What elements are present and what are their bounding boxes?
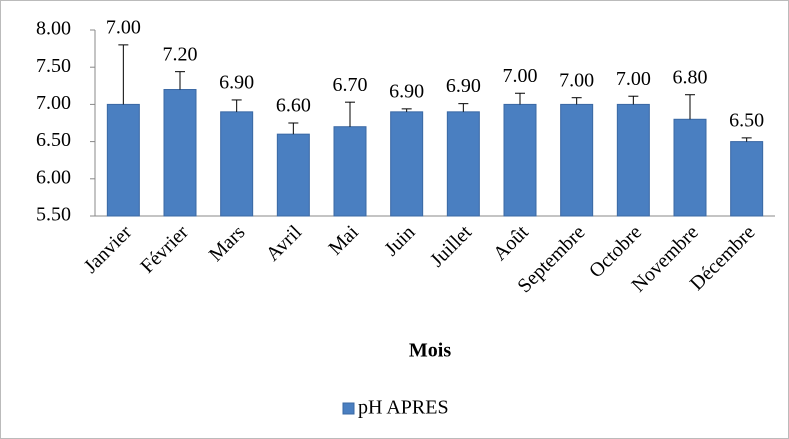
y-tick-label: 7.00 — [36, 92, 71, 114]
error-bar — [118, 44, 129, 105]
x-axis-title: Mois — [409, 340, 451, 362]
y-tick-label: 7.50 — [36, 55, 71, 77]
bar — [390, 111, 424, 217]
value-label: 6.80 — [673, 66, 708, 88]
value-label: 7.00 — [616, 68, 651, 90]
y-tick-label: 6.00 — [36, 166, 71, 188]
error-bar — [741, 137, 752, 142]
y-tick-label: 8.00 — [36, 18, 71, 40]
error-bar — [685, 94, 695, 120]
bar — [503, 103, 537, 217]
error-bar — [231, 99, 242, 112]
value-label: 6.70 — [333, 74, 368, 96]
y-tick-label: 5.50 — [36, 204, 71, 226]
error-bar — [345, 101, 355, 127]
error-bar — [401, 108, 412, 112]
error-bar — [515, 92, 525, 105]
legend-swatch — [342, 402, 355, 415]
value-label: 6.90 — [219, 72, 254, 94]
value-label: 7.00 — [503, 65, 538, 87]
bar — [220, 111, 254, 217]
value-label: 6.90 — [446, 75, 481, 97]
bar — [163, 89, 197, 217]
error-bar — [288, 122, 299, 135]
y-tick-label: 6.50 — [36, 129, 71, 151]
value-label: 6.90 — [389, 80, 424, 102]
bar — [333, 126, 367, 217]
value-label: 7.20 — [163, 43, 198, 65]
bar — [673, 118, 707, 217]
error-bar — [458, 103, 469, 112]
value-label: 6.60 — [276, 95, 311, 117]
error-bar — [628, 95, 639, 105]
bar — [446, 111, 480, 217]
value-label: 6.50 — [729, 109, 764, 131]
bar — [616, 103, 650, 217]
value-label: 7.00 — [106, 16, 141, 38]
bar — [106, 103, 140, 217]
error-bar — [175, 71, 185, 90]
error-bar — [571, 97, 582, 105]
bar — [730, 141, 764, 217]
legend-label: pH APRES — [358, 397, 449, 419]
bar — [276, 133, 310, 217]
bar — [560, 103, 594, 217]
value-label: 7.00 — [559, 69, 594, 91]
